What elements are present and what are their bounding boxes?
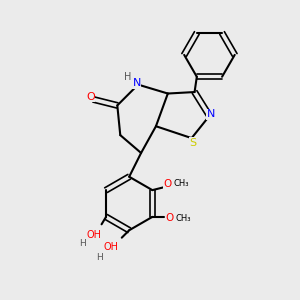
Text: N: N [132,78,141,88]
Text: O: O [86,92,95,101]
Text: S: S [190,138,197,148]
Text: OH: OH [87,230,102,240]
Text: N: N [207,109,215,119]
Text: H: H [96,253,103,262]
Text: CH₃: CH₃ [174,179,189,188]
Text: O: O [164,178,172,189]
Text: H: H [79,239,86,248]
Text: O: O [165,213,173,224]
Text: CH₃: CH₃ [175,214,191,223]
Text: H: H [124,72,131,82]
Text: OH: OH [104,242,119,252]
